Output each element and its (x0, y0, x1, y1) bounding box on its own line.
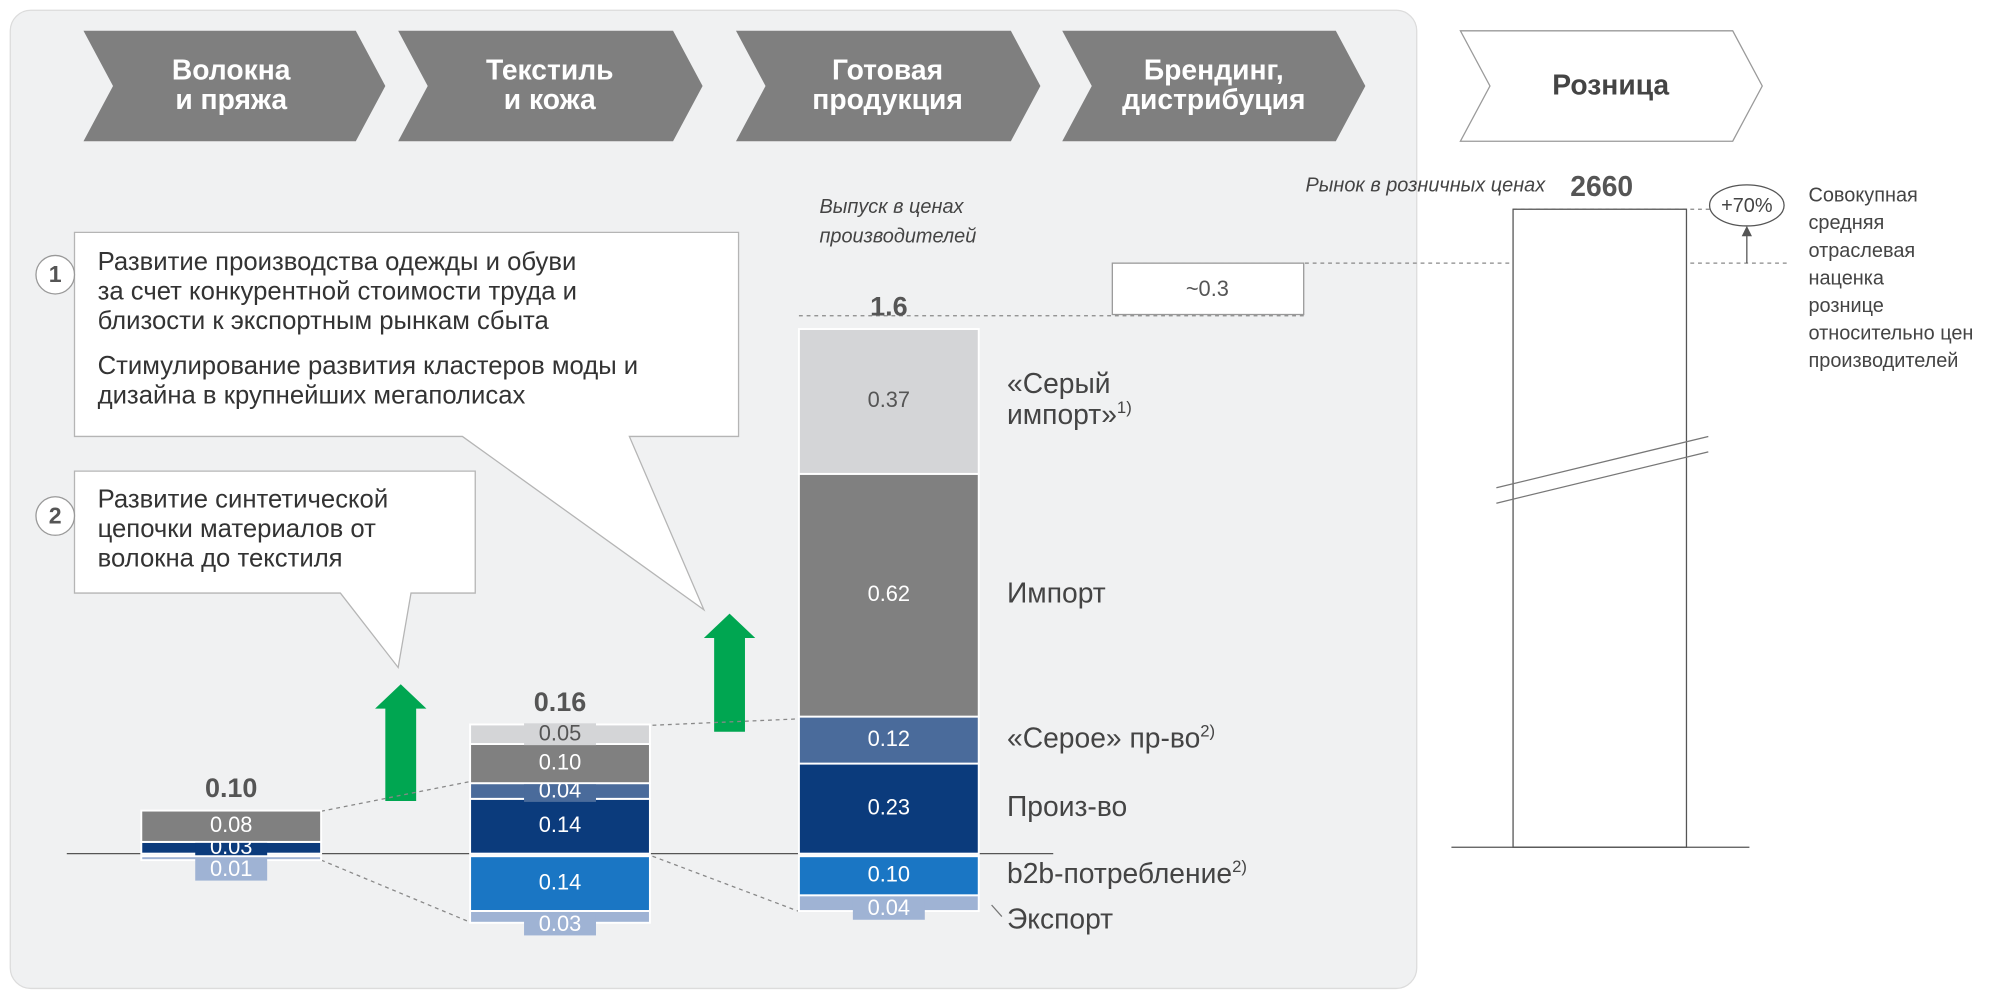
axis-break (1496, 435, 1709, 504)
callout-text: цепочки материалов от (98, 515, 377, 543)
retail-chevron (1459, 30, 1763, 142)
growth-arrow (375, 684, 427, 802)
value-label: 0.14 (539, 812, 581, 837)
legend-label: Произ-во (1007, 790, 1127, 822)
legend-label: b2b-потребление2) (1007, 857, 1247, 889)
callout-box (73, 231, 740, 612)
markup-text: средняя (1808, 212, 1884, 234)
market-value: 2660 (1570, 170, 1633, 202)
markup-text: Совокупная (1808, 185, 1917, 207)
legend-note: 1) (1117, 399, 1132, 418)
callout-text: Стимулирование развития кластеров моды и (98, 352, 639, 380)
stage-label: Готовая (832, 53, 943, 85)
producer-label: производителей (819, 226, 976, 248)
value-label-bg (852, 897, 925, 920)
bar-segment (797, 472, 980, 718)
markup-text: относительно цен (1808, 323, 1973, 345)
callout-circle (35, 496, 76, 536)
callout-text: волокна до текстиля (98, 544, 343, 572)
value-label-bg (524, 780, 596, 802)
stage-label: и пряжа (175, 83, 287, 115)
producer-label: Выпуск в ценах (819, 196, 964, 218)
retail-label: Розница (1552, 69, 1669, 101)
markup-text: рознице (1808, 295, 1883, 317)
value-label: 0.05 (539, 721, 581, 746)
total-label: 1.6 (870, 292, 907, 322)
legend-note: 2) (1200, 722, 1215, 741)
value-label: 0.10 (868, 862, 910, 887)
legend-line: импорт» (1007, 398, 1117, 430)
callout-circle (35, 254, 76, 295)
value-label-bg (195, 858, 268, 881)
callout-number: 2 (49, 502, 62, 528)
total-label: 0.16 (534, 687, 586, 717)
retail-bar (1512, 208, 1688, 848)
callout-box (73, 470, 476, 670)
bar-segment (469, 855, 651, 912)
value-label: 0.12 (868, 726, 910, 751)
chevrons (83, 30, 1366, 142)
value-label-bg (524, 723, 596, 746)
bar-segment (797, 762, 980, 855)
callout-text: Развитие производства одежды и обуви (98, 248, 577, 276)
callout-text: дизайна в крупнейших мегаполисах (98, 381, 526, 409)
bar-segment (140, 809, 323, 843)
markup-arrowhead (1741, 225, 1752, 237)
value-label: 0.23 (868, 794, 910, 819)
callout-text: Развитие синтетической (98, 485, 389, 513)
value-label: 0.14 (539, 869, 581, 894)
value-label: 0.03 (539, 911, 581, 936)
stage-label: Текстиль (486, 53, 614, 85)
bar-segment (469, 743, 651, 785)
callout-text: за счет конкурентной стоимости труда и (98, 277, 577, 305)
total-label: 0.10 (205, 773, 257, 803)
market-label: Рынок в розничных ценах (1305, 174, 1546, 196)
legend-label: «Серое» пр-во2) (1007, 722, 1215, 754)
bar-segment (797, 328, 980, 475)
markup-box (1111, 262, 1305, 316)
stage-label: Волокна (172, 53, 291, 85)
markup-text: производителей (1808, 350, 1958, 372)
bar-segment (469, 797, 651, 855)
stage-label: и кожа (504, 83, 596, 115)
leader (991, 904, 1003, 917)
stage-label: Брендинг, (1144, 53, 1284, 85)
value-label: 0.04 (868, 895, 910, 920)
value-label: 0.01 (210, 856, 252, 881)
value-label: 0.62 (868, 581, 910, 606)
callout-text: близости к экспортным рынкам сбыта (98, 307, 550, 335)
bar-segment (797, 855, 980, 897)
markup-text: отраслевая (1808, 240, 1915, 262)
markup-pct: +70% (1721, 195, 1772, 217)
bar-segment (797, 715, 980, 765)
legend-label: Импорт (1007, 577, 1106, 609)
stage-label: продукция (812, 83, 963, 115)
legend-label: «Серый импорт»1) (1007, 367, 1132, 430)
legend-label: Экспорт (1007, 903, 1113, 935)
stage-label: дистрибуция (1122, 83, 1305, 115)
value-label: 0.08 (210, 812, 252, 837)
value-label-bg (524, 913, 596, 936)
callout-number: 1 (49, 261, 62, 287)
markup-text: наценка (1808, 267, 1884, 289)
value-label: 0.10 (539, 749, 581, 774)
growth-arrow (703, 613, 756, 732)
markup-value: ~0.3 (1186, 276, 1229, 301)
legend-note: 2) (1232, 857, 1247, 876)
value-label: 0.37 (868, 387, 910, 412)
legend-line: «Серый (1007, 367, 1111, 399)
